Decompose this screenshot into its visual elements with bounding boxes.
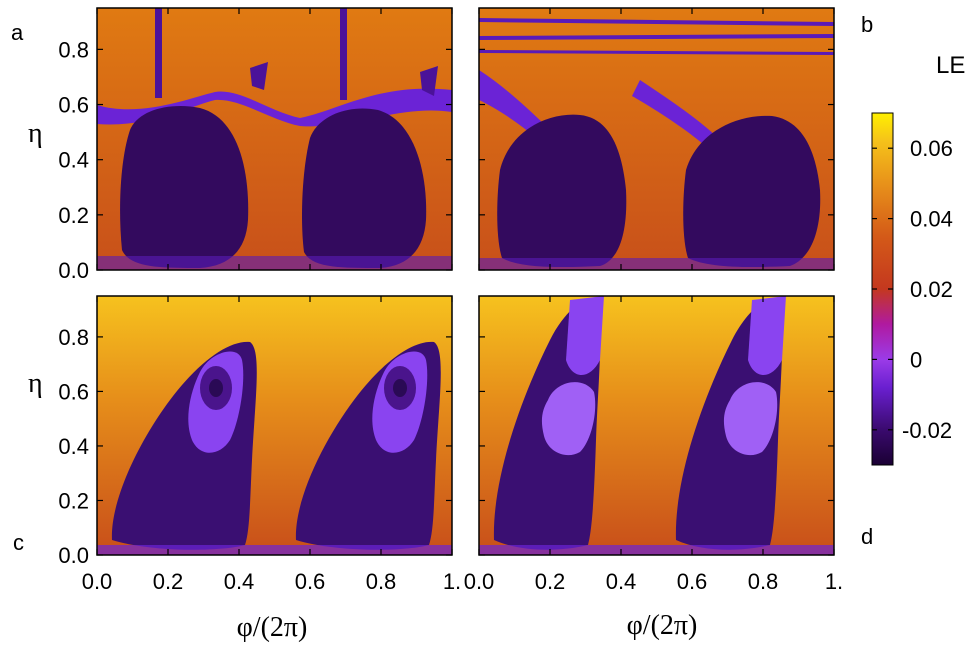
cb-tick-label-3: 0 (910, 347, 922, 372)
y-axis-title-bottom: η (28, 368, 43, 399)
panel-c-frame (96, 295, 453, 556)
panel-a-frame (96, 7, 453, 271)
y-axis-title-top: η (28, 118, 43, 149)
x-tick-label-c-3: 0.6 (295, 569, 326, 594)
x-tick-label-d-4: 0.8 (748, 569, 779, 594)
panel-label-a: a (11, 20, 24, 45)
panel-c (96, 295, 453, 556)
axes-layer: 0.0 0.2 0.4 0.6 0.8 0.0 0.2 0.4 0.6 0.8 0.0 0.2 0.4 0… (58, 8, 843, 594)
y-tick-label-c-3: 0.6 (58, 379, 89, 404)
x-tick-label-d-0: 0.0 (464, 569, 495, 594)
panel-label-d: d (861, 524, 873, 549)
panel-a-regions (97, 8, 452, 270)
panel-d-regions (479, 296, 834, 555)
panel-b (478, 7, 835, 271)
y-tick-label-c-1: 0.2 (58, 488, 89, 513)
panel-a (96, 7, 453, 271)
panel-b-regions (479, 18, 834, 270)
panel-d-frame (478, 295, 835, 556)
panel-d (478, 295, 835, 556)
x-tick-label-d-3: 0.6 (677, 569, 708, 594)
x-axis-title-left: φ/(2π) (237, 612, 308, 643)
x-tick-label-d-2: 0.4 (606, 569, 637, 594)
cb-tick-label-1: 0.04 (910, 207, 953, 232)
y-tick-label-c-0: 0.0 (58, 543, 89, 568)
cb-tick-label-2: 0.02 (910, 277, 953, 302)
y-tick-label-c-4: 0.8 (58, 325, 89, 350)
x-tick-label-c-5: 1. (443, 569, 461, 594)
x-tick-label-d-5: 1. (825, 569, 843, 594)
panel-b-frame (478, 7, 835, 271)
cb-tick-label-0: 0.06 (910, 136, 953, 161)
colorbar: LE 0.06 0.04 0.02 0 -0.02 (871, 52, 965, 466)
panel-c-regions (97, 341, 452, 555)
y-tick-label-c-2: 0.4 (58, 434, 89, 459)
x-tick-label-c-0: 0.0 (82, 569, 113, 594)
colorbar-ticks: 0.06 0.04 0.02 0 -0.02 (872, 136, 953, 443)
cb-tick-label-4: -0.02 (902, 418, 952, 443)
x-tick-label-c-1: 0.2 (153, 569, 184, 594)
y-tick-label-a-0: 0.0 (58, 258, 89, 283)
x-tick-label-c-2: 0.4 (224, 569, 255, 594)
x-axis-title-right: φ/(2π) (627, 610, 698, 641)
panel-label-b: b (861, 12, 873, 37)
colorbar-title: LE (936, 52, 965, 79)
y-tick-label-a-2: 0.4 (58, 148, 89, 173)
y-tick-label-a-3: 0.6 (58, 93, 89, 118)
x-tick-label-c-4: 0.8 (366, 569, 397, 594)
x-tick-label-d-1: 0.2 (535, 569, 566, 594)
y-tick-label-a-1: 0.2 (58, 203, 89, 228)
panel-label-c: c (13, 530, 24, 555)
y-tick-label-a-4: 0.8 (58, 37, 89, 62)
